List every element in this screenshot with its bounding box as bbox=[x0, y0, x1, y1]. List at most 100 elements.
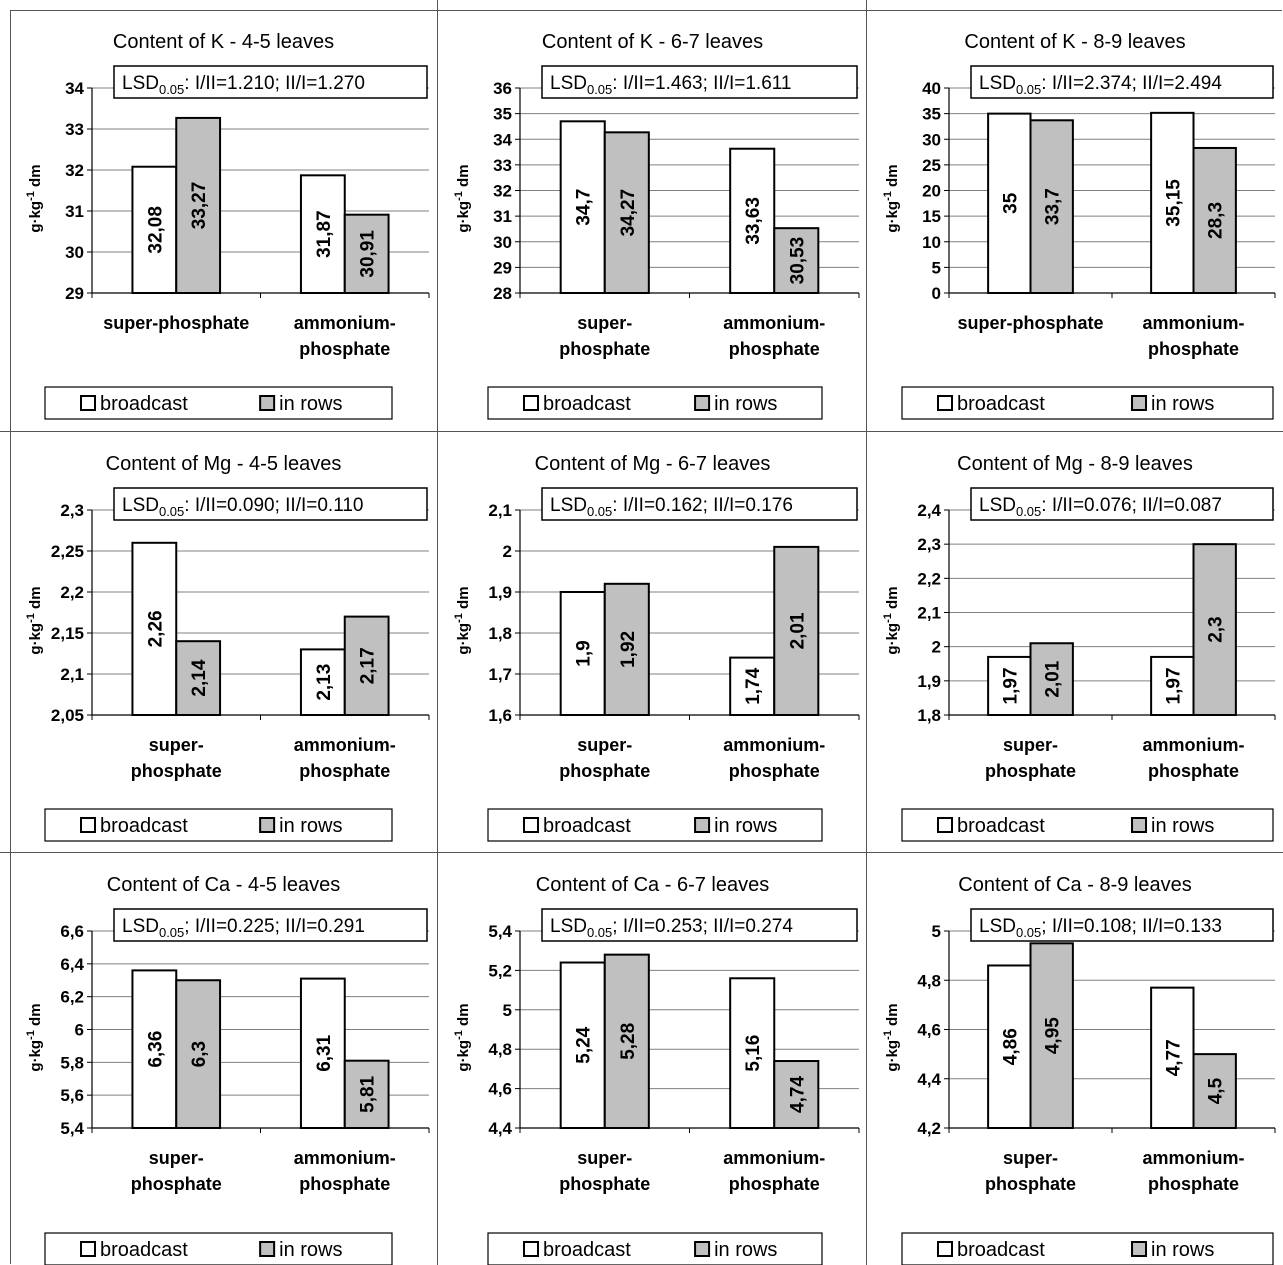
y-axis-label-exponent: -1 bbox=[453, 191, 465, 201]
y-tick-label: 2,3 bbox=[60, 501, 84, 520]
y-tick-label: 29 bbox=[493, 258, 512, 277]
bar bbox=[1192, 1053, 1237, 1129]
chart-panel: Content of Mg - 4-5 leaves 2,05 2,1 2,15 2,2… bbox=[10, 432, 437, 853]
category-label: phosphate bbox=[299, 761, 390, 781]
y-tick-label: 34 bbox=[65, 79, 84, 98]
category-label: phosphate bbox=[299, 339, 390, 359]
legend-swatch-in-rows bbox=[259, 1241, 276, 1257]
y-axis-label-unit: dm bbox=[884, 164, 901, 191]
chart-svg: Content of Ca - 6-7 leaves 4,4 4,6 4,8 5 5,2 5… bbox=[453, 874, 860, 1265]
y-tick-label: 15 bbox=[922, 207, 941, 226]
y-tick-label: 5 bbox=[932, 922, 941, 941]
y-axis-label-unit: dm bbox=[27, 164, 44, 191]
legend-label-in-rows: in rows bbox=[1151, 1239, 1214, 1261]
legend-label-broadcast: broadcast bbox=[543, 393, 631, 415]
y-axis-label: g·kg-1 dm bbox=[453, 586, 472, 654]
lsd-box bbox=[970, 487, 1274, 521]
lsd-text: LSD0.05: I/II=2.374; II/I=2.494 bbox=[979, 73, 1222, 97]
lsd-subscript: 0.05 bbox=[159, 925, 184, 940]
y-axis-label-exponent: -1 bbox=[882, 613, 894, 623]
y-axis-label-unit: dm bbox=[884, 1003, 901, 1030]
bar bbox=[343, 1059, 390, 1129]
y-tick-label: 1,8 bbox=[488, 624, 512, 643]
y-tick-label: 1,6 bbox=[488, 706, 512, 725]
lsd-box bbox=[541, 908, 858, 942]
lsd-values: : I/II=1.463; II/I=1.611 bbox=[612, 73, 791, 94]
legend-label-in-rows: in rows bbox=[714, 1239, 777, 1261]
category-label: phosphate bbox=[985, 1174, 1076, 1194]
category-label: phosphate bbox=[131, 1174, 222, 1194]
y-tick-label: 2,1 bbox=[60, 665, 84, 684]
data-label: 4,77 bbox=[1163, 1039, 1184, 1076]
legend-box bbox=[487, 808, 823, 842]
data-label: 1,74 bbox=[743, 667, 764, 704]
lsd-subscript: 0.05 bbox=[587, 504, 612, 519]
bar bbox=[773, 227, 820, 294]
y-tick-label: 10 bbox=[922, 233, 941, 252]
bar bbox=[1150, 986, 1195, 1129]
category-label: super- bbox=[1003, 1148, 1058, 1168]
y-tick-label: 1,9 bbox=[488, 583, 512, 602]
chart-svg: Content of Ca - 4-5 leaves 5,4 5,6 5,8 6 6,2 6… bbox=[25, 874, 430, 1265]
y-tick-label: 0 bbox=[932, 284, 941, 303]
bar bbox=[987, 655, 1032, 717]
bar bbox=[559, 591, 606, 716]
chart-svg: Content of Mg - 6-7 leaves1,61,71,81,922… bbox=[453, 453, 860, 842]
panel-divider bbox=[0, 431, 1283, 432]
bar bbox=[603, 582, 650, 716]
y-axis-label: g·kg-1 dm bbox=[453, 1003, 472, 1071]
legend-swatch-broadcast bbox=[523, 1241, 539, 1257]
legend: broadcast in rows bbox=[44, 386, 393, 420]
lsd-prefix: LSD bbox=[979, 916, 1016, 937]
lsd-prefix: LSD bbox=[979, 73, 1016, 94]
bar bbox=[1029, 119, 1074, 294]
data-label: 30,91 bbox=[358, 230, 379, 278]
category-label: phosphate bbox=[131, 761, 222, 781]
bar bbox=[1192, 146, 1237, 294]
lsd-values: : I/II=1.210; II/I=1.270 bbox=[184, 73, 365, 94]
bar bbox=[603, 131, 650, 294]
bar bbox=[729, 147, 776, 294]
data-label: 5,16 bbox=[743, 1035, 764, 1072]
y-tick-label: 30 bbox=[65, 243, 84, 262]
y-tick-label: 28 bbox=[493, 284, 512, 303]
data-label: 4,86 bbox=[1000, 1028, 1021, 1065]
legend-label-in-rows: in rows bbox=[1151, 815, 1214, 837]
y-tick-label: 4,6 bbox=[917, 1021, 941, 1040]
category-label: super- bbox=[149, 1148, 204, 1168]
lsd-text: LSD0.05; I/II=0.108; II/I=0.133 bbox=[979, 916, 1222, 940]
category-label: phosphate bbox=[1148, 339, 1239, 359]
lsd-values: : I/II=0.076; II/I=0.087 bbox=[1041, 495, 1222, 516]
lsd-text: LSD0.05: I/II=0.090; II/I=0.110 bbox=[122, 495, 364, 519]
lsd-prefix: LSD bbox=[122, 73, 159, 94]
data-label: 28,3 bbox=[1206, 202, 1227, 239]
legend-swatch-in-rows bbox=[1131, 1241, 1148, 1257]
data-label: 4,95 bbox=[1043, 1017, 1064, 1054]
legend-label-in-rows: in rows bbox=[279, 1239, 342, 1261]
legend-label-broadcast: broadcast bbox=[100, 815, 188, 837]
y-tick-label: 2,25 bbox=[51, 542, 84, 561]
legend: broadcast in rows bbox=[44, 808, 393, 842]
bar bbox=[175, 640, 222, 716]
legend: broadcast in rows bbox=[487, 1232, 823, 1265]
y-tick-label: 30 bbox=[922, 130, 941, 149]
category-label: phosphate bbox=[729, 339, 820, 359]
y-tick-label: 2,4 bbox=[917, 501, 941, 520]
legend-box bbox=[901, 808, 1274, 842]
y-tick-label: 4,2 bbox=[917, 1119, 941, 1138]
legend-label-in-rows: in rows bbox=[714, 815, 777, 837]
data-label: 1,97 bbox=[1163, 667, 1184, 704]
y-axis-label-unit: dm bbox=[455, 586, 472, 613]
y-axis-label: g·kg-1 dm bbox=[882, 1003, 901, 1071]
legend-swatch-broadcast bbox=[937, 1241, 953, 1257]
category-label: super-phosphate bbox=[103, 313, 249, 333]
y-tick-label: 2,05 bbox=[51, 706, 84, 725]
lsd-prefix: LSD bbox=[550, 495, 587, 516]
legend-label-broadcast: broadcast bbox=[543, 815, 631, 837]
y-axis-label: g·kg-1 dm bbox=[25, 586, 44, 654]
y-tick-label: 1,9 bbox=[917, 672, 941, 691]
lsd-annotation: LSD0.05; I/II=0.253; II/I=0.274 bbox=[541, 908, 858, 942]
data-label: 2,01 bbox=[1043, 660, 1064, 697]
y-tick-label: 4,4 bbox=[488, 1119, 512, 1138]
chart-panel: Content of K - 6-7 leaves 28 29 30 31 32 33 34 3… bbox=[438, 10, 867, 431]
